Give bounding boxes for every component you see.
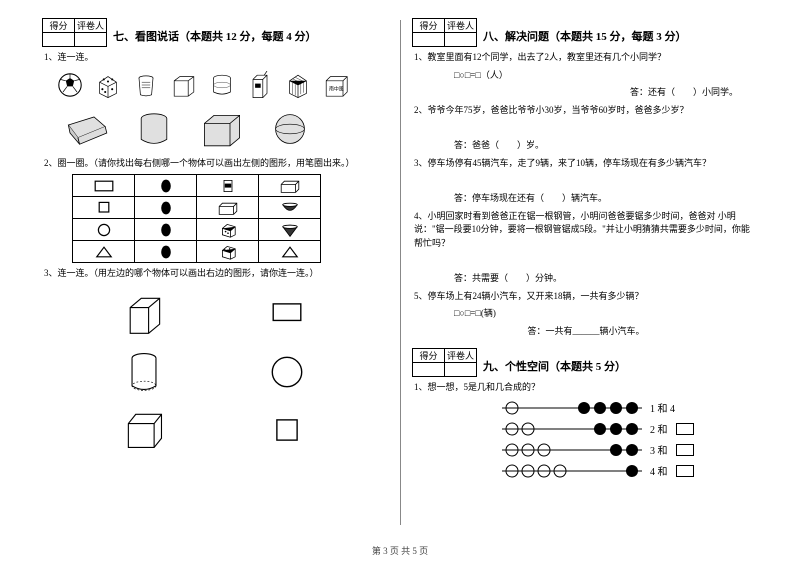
combo-3: 3 和	[650, 442, 668, 457]
q8-4-ans: 答：共需要（ ）分钟。	[414, 272, 758, 286]
score-box-9: 得分评卷人 九、个性空间（本题共 5 分）	[412, 348, 758, 377]
drink-box-icon	[246, 71, 274, 99]
beads-1-4-icon	[502, 399, 642, 417]
oval-solid-icon	[154, 200, 178, 216]
page-footer: 第 3 页 共 5 页	[0, 544, 800, 557]
q8-3: 3、停车场停有45辆汽车，走了9辆，来了10辆，停车场现在有多少辆汽车？	[414, 157, 758, 171]
can-icon	[208, 71, 236, 99]
section-9-title: 九、个性空间（本题共 5 分）	[483, 348, 626, 374]
cuboid-big-icon	[121, 407, 167, 453]
triangle-icon	[92, 244, 116, 260]
blank-box	[676, 423, 694, 435]
dice-mini-icon	[216, 222, 240, 238]
oval-solid-icon	[154, 244, 178, 260]
cup-icon	[132, 71, 160, 99]
oval-solid-icon	[154, 178, 178, 194]
section-8-title: 八、解决问题（本题共 15 分，每题 3 分）	[483, 18, 687, 44]
dice-icon	[94, 71, 122, 99]
rectangle-icon	[92, 178, 116, 194]
right-column: 得分评卷人 八、解决问题（本题共 15 分，每题 3 分） 1、教室里面有12个…	[400, 18, 770, 483]
q8-5-ans: 答：一共有______辆小汽车。	[414, 325, 758, 339]
oval-solid-icon	[154, 222, 178, 238]
square-icon	[92, 200, 116, 216]
score-blank	[43, 33, 75, 47]
blank-box	[676, 465, 694, 477]
left-column: 得分评卷人 七、看图说话（本题共 12 分，每题 4 分） 1、连一连。 南中風…	[30, 18, 400, 483]
soccer-ball-icon	[56, 71, 84, 99]
beads-2-3-icon	[502, 420, 642, 438]
q8-1-eq: □○□=□（人）	[414, 69, 758, 83]
parallelogram-3d-icon	[62, 109, 110, 149]
q8-1-ans: 答：还有（ ）小同学。	[414, 86, 758, 100]
cylinder-3d-icon	[130, 109, 178, 149]
beads-3-2-icon	[502, 441, 642, 459]
score-table: 得分评卷人	[42, 18, 107, 47]
q8-4: 4、小明回家时看到爸爸正在锯一根钢管，小明问爸爸要锯多少时间，爸爸对 小明说："…	[414, 210, 758, 251]
geo-shapes-row	[42, 105, 388, 153]
connect-row-1	[42, 285, 388, 343]
circle-flat-icon	[264, 349, 310, 395]
score-table: 得分评卷人	[412, 18, 477, 47]
triangle-solid-icon	[278, 244, 302, 260]
cuboid-mini-icon	[278, 178, 302, 194]
q7-3: 3、连一连。（用左边的哪个物体可以画出右边的图形，请你连一连。）	[44, 267, 388, 281]
q9-1: 1、想一想，5是几和几合成的？	[414, 381, 758, 395]
cube-big-icon	[121, 291, 167, 337]
q8-3-ans: 答：停车场现在还有（ ）辆汽车。	[414, 192, 758, 206]
q8-2-ans: 答：爸爸（ ）岁。	[414, 139, 758, 153]
cylinder-big-icon	[121, 349, 167, 395]
q8-5: 5、停车场上有24辆小汽车，又开来18辆，一共有多少辆？	[414, 290, 758, 304]
abacus-row-1: 1 和 4	[502, 399, 758, 417]
sign-box-icon: 南中風	[322, 71, 350, 99]
square-flat-icon	[264, 407, 310, 453]
score-label: 得分	[43, 19, 75, 33]
q7-1: 1、连一连。	[44, 51, 388, 65]
section-7-title: 七、看图说话（本题共 12 分，每题 4 分）	[113, 18, 317, 44]
sphere-3d-icon	[266, 109, 314, 149]
marker-blank	[75, 33, 107, 47]
dice-mini2-icon	[216, 244, 240, 260]
q8-1: 1、教室里面有12个同学，出去了2人，教室里还有几个小同学？	[414, 51, 758, 65]
rect-flat-icon	[264, 291, 310, 337]
q8-2: 2、爷爷今年75岁，爸爸比爷爷小30岁，当爷爷60岁时，爸爸多少岁？	[414, 104, 758, 118]
cuboid-mini2-icon	[216, 200, 240, 216]
score-box-7: 得分评卷人 七、看图说话（本题共 12 分，每题 4 分）	[42, 18, 388, 47]
cone-icon	[278, 222, 302, 238]
rubiks-cube-icon	[284, 71, 312, 99]
abacus-row-3: 3 和	[502, 441, 758, 459]
shape-match-table	[72, 174, 321, 263]
column-divider	[400, 20, 401, 525]
combo-2: 2 和	[650, 421, 668, 436]
q7-2: 2、圈一圈。（请你找出每右侧哪一个物体可以画出左侧的图形，用笔圈出来。）	[44, 157, 388, 171]
connect-row-2	[42, 343, 388, 401]
beads-4-1-icon	[502, 462, 642, 480]
blank-box	[676, 444, 694, 456]
score-table: 得分评卷人	[412, 348, 477, 377]
combo-4: 4 和	[650, 463, 668, 478]
box-icon	[170, 71, 198, 99]
connect-row-3	[42, 401, 388, 459]
cuboid-3d-icon	[198, 109, 246, 149]
object-icons-row: 南中風	[42, 69, 388, 105]
q8-5-eq: □○□=□(辆)	[414, 307, 758, 321]
combo-1: 1 和 4	[650, 400, 675, 415]
circle-icon	[92, 222, 116, 238]
bowl-icon	[278, 200, 302, 216]
score-box-8: 得分评卷人 八、解决问题（本题共 15 分，每题 3 分）	[412, 18, 758, 47]
marker-label: 评卷人	[75, 19, 107, 33]
abacus-row-4: 4 和	[502, 462, 758, 480]
jar-icon	[216, 178, 240, 194]
abacus-row-2: 2 和	[502, 420, 758, 438]
